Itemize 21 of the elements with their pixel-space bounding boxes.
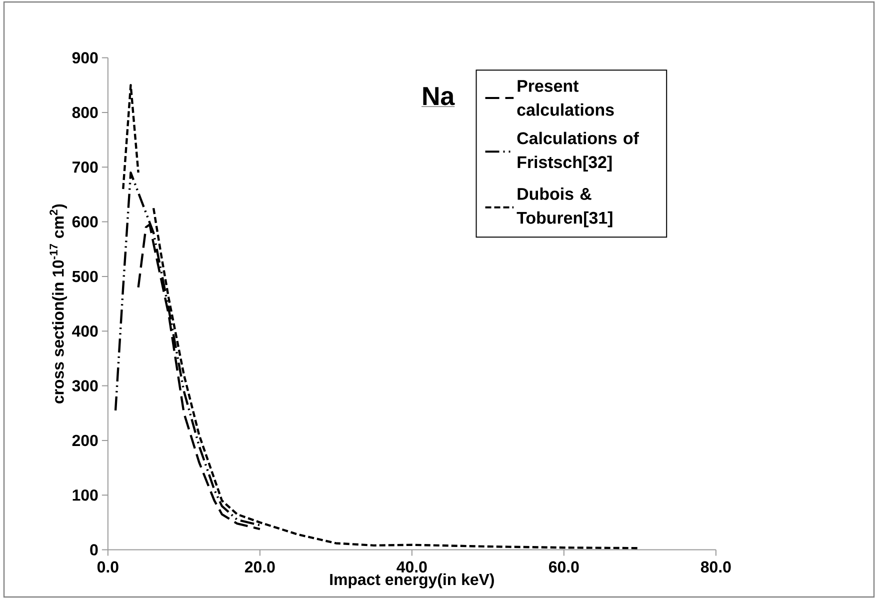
legend-label: Present calculations <box>517 80 614 116</box>
x-axis-title: Impact energy(in keV) <box>330 573 494 588</box>
y-tick-label: 700 <box>72 161 98 173</box>
x-tick-label: 40.0 <box>396 561 427 573</box>
x-tick-label: 80.0 <box>700 561 731 573</box>
legend-label: Dubois & Toburen[31] <box>516 188 612 228</box>
x-tick-label: 20.0 <box>244 561 275 573</box>
x-tick-label: 60.0 <box>548 561 579 573</box>
y-tick-label: 0 <box>90 544 98 556</box>
x-tick-label: 0.0 <box>97 561 118 573</box>
y-tick-label: 100 <box>72 489 98 501</box>
y-tick-label: 600 <box>72 216 98 228</box>
y-tick-label: 800 <box>72 106 98 118</box>
y-tick-label: 300 <box>72 380 98 392</box>
y-tick-label: 200 <box>72 434 98 446</box>
y-tick-label: 400 <box>72 325 98 337</box>
y-axis-title: cross section(in 10$^{-17}$ cm$^{2}$) <box>50 204 67 404</box>
y-tick-label: 900 <box>72 52 98 64</box>
legend-label: Calculations of Fristsch[32] <box>517 132 639 172</box>
y-tick-label: 500 <box>72 270 98 282</box>
text: Na <box>423 87 455 106</box>
